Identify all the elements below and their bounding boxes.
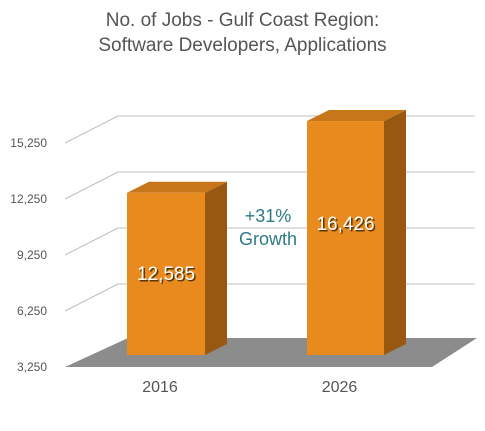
bar-side-2016 [205, 181, 227, 355]
growth-annotation-line-1: Growth [239, 229, 297, 249]
grid-line-diagonal-1 [64, 283, 119, 312]
bar-2026 [307, 121, 384, 355]
x-tick-label-2026: 2026 [322, 379, 358, 396]
bar-top-2026 [307, 110, 406, 122]
chart-floor [65, 338, 477, 367]
data-label-2026: 16,426 [316, 214, 374, 235]
y-tick-label-3: 12,250 [10, 192, 47, 206]
bar-side-2026 [384, 110, 406, 355]
data-label-2016: 12,585 [137, 264, 195, 285]
chart-subtitle: Software Developers, Applications [98, 35, 387, 56]
grid-line-diagonal-4 [64, 115, 119, 144]
grid-line-diagonal-2 [64, 227, 119, 256]
x-tick-label-2016: 2016 [142, 379, 178, 396]
bar-top-2016 [127, 181, 227, 193]
growth-annotation-line-0: +31% [245, 206, 292, 226]
y-tick-label-0: 3,250 [17, 360, 47, 374]
grid-line-diagonal-3 [64, 171, 119, 200]
chart-title-block: No. of Jobs - Gulf Coast Region: Softwar… [0, 8, 485, 58]
y-tick-label-4: 15,250 [10, 136, 47, 150]
bar-2016 [127, 192, 205, 355]
y-tick-label-2: 9,250 [17, 248, 47, 262]
y-tick-label-1: 6,250 [17, 304, 47, 318]
data-label-shadow-2026: 16,426 [318, 216, 376, 237]
chart-title: No. of Jobs - Gulf Coast Region: [105, 10, 380, 31]
data-label-shadow-2016: 12,585 [138, 265, 196, 286]
